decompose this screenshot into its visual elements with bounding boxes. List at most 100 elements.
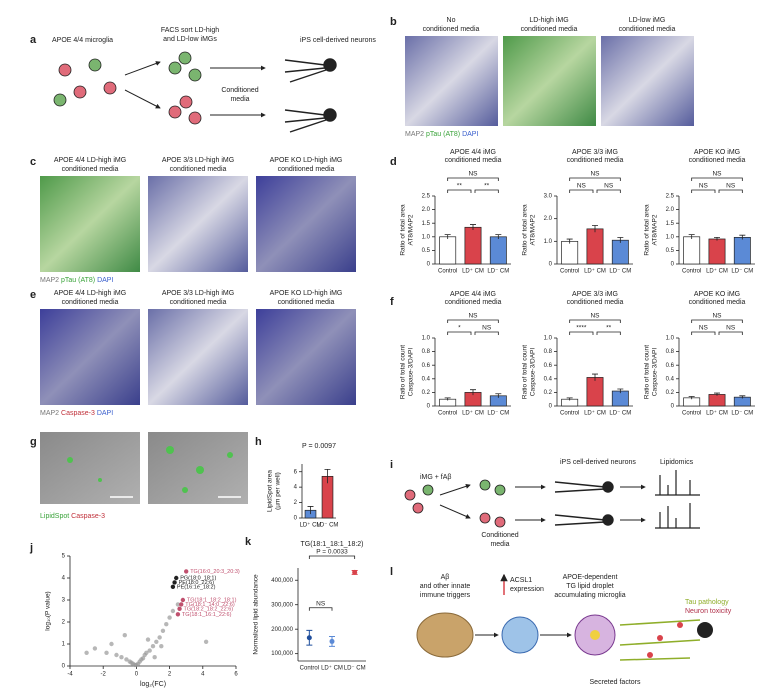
chart-title: conditioned media	[445, 157, 502, 164]
micrograph	[40, 432, 140, 504]
bracket	[569, 319, 621, 323]
error-bar	[739, 395, 746, 399]
header: LD-low iMG	[629, 17, 666, 24]
bracket	[596, 331, 621, 335]
bracket	[691, 319, 743, 323]
micrograph	[256, 309, 356, 405]
y-axis-label: AT8/MAP2	[652, 214, 659, 245]
point	[119, 655, 124, 660]
point	[147, 648, 152, 653]
header: conditioned media	[278, 299, 335, 306]
cells	[53, 51, 202, 125]
micrograph	[148, 176, 248, 272]
text: accumulating microglia	[554, 592, 625, 599]
y-tick-label: 0.4	[422, 376, 431, 382]
significance: **	[457, 183, 463, 190]
point-label: PE(18:0_22:6)	[179, 580, 215, 586]
text: FACS sort LD-high	[161, 27, 219, 34]
header: APOE 3/3 LD-high iMG	[162, 290, 234, 297]
header: APOE KO LD-high iMG	[270, 290, 343, 297]
text: APOE 4/4 microglia	[52, 37, 113, 44]
y-tick-label: 1.0	[666, 234, 675, 240]
text: Secreted factors	[590, 679, 641, 686]
significance: *	[458, 325, 461, 332]
x-tick-label: Control	[682, 411, 701, 417]
x-tick-label: 4	[201, 672, 205, 678]
significance: NS	[712, 171, 722, 178]
y-tick-label: 0	[427, 404, 431, 410]
y-tick-label: 1	[62, 642, 66, 648]
y-axis-label: log₁₀(P value)	[45, 591, 52, 630]
bracket	[308, 607, 333, 611]
y-tick-label: 0.8	[666, 349, 675, 355]
text: TG lipid droplet	[566, 583, 614, 590]
panel-label: l	[390, 566, 393, 578]
x-tick-label: Control	[560, 269, 579, 275]
error-bar	[470, 224, 476, 230]
x-tick-label: LD⁺ CM	[321, 665, 343, 672]
labeled-point	[172, 580, 177, 585]
header: conditioned media	[521, 26, 578, 33]
header: conditioned media	[278, 166, 335, 173]
significance: NS	[726, 325, 736, 332]
text: immune triggers	[420, 592, 471, 599]
chart-title: TG(18:1_18:1_18:2)	[300, 541, 363, 548]
point	[352, 569, 358, 575]
panel-label: e	[30, 289, 36, 301]
y-axis-label: Normalized lipid abundance	[253, 574, 260, 655]
panel-label: b	[390, 16, 397, 28]
neuron-soma	[697, 622, 713, 638]
significance: NS	[482, 325, 492, 332]
bar	[708, 394, 726, 407]
x-tick-label: LD⁻ CM	[731, 269, 753, 275]
labeled-point	[180, 597, 186, 603]
spectra	[655, 470, 700, 529]
y-tick-label: 0	[549, 262, 553, 268]
text: Neuron toxicity	[685, 608, 732, 615]
micrograph	[601, 36, 694, 126]
y-tick-label: 3.0	[544, 194, 553, 200]
text: APOE-dependent	[563, 574, 618, 581]
text: Conditioned	[221, 87, 258, 94]
y-tick-label: 0.4	[666, 376, 675, 382]
panel-label: a	[30, 34, 37, 46]
bracket	[447, 331, 472, 335]
y-axis-label: Caspase-3/DAPI	[652, 348, 659, 397]
panel-b: b No conditioned media LD-high iMG condi…	[390, 16, 694, 138]
text: ACSL1	[510, 577, 532, 584]
point	[160, 628, 166, 633]
y-axis-label: Ratio of total count	[644, 345, 651, 399]
chart-title: APOE 3/3 iMG	[572, 291, 618, 298]
y-tick-label: 1.5	[422, 221, 431, 227]
arrow	[124, 89, 161, 109]
y-tick-label: 4	[294, 485, 298, 491]
labeled-point	[179, 602, 184, 607]
micrograph	[256, 176, 356, 272]
y-tick-label: 6	[294, 469, 298, 475]
error-bar	[307, 506, 314, 515]
x-tick-label: LD⁻ CM	[487, 411, 509, 417]
y-tick-label: 100,000	[271, 651, 293, 657]
header: conditioned media	[170, 166, 227, 173]
x-tick-label: LD⁺ CM	[584, 410, 606, 417]
point	[152, 655, 157, 660]
significance: NS	[468, 313, 478, 320]
micrograph	[148, 309, 248, 405]
bar	[611, 239, 629, 265]
chart-title: APOE KO iMG	[694, 291, 740, 298]
bracket	[447, 177, 499, 181]
y-axis-label: Ratio of total count	[400, 345, 407, 399]
x-tick-label: LD⁺ CM	[462, 268, 484, 275]
significance: NS	[604, 183, 614, 190]
x-tick-label: Control	[560, 411, 579, 417]
text: media	[490, 541, 509, 548]
bracket	[447, 189, 472, 193]
text: iMG + fAβ	[420, 474, 451, 481]
y-tick-label: 400,000	[271, 578, 293, 584]
point	[144, 650, 149, 655]
y-tick-label: 0.4	[544, 376, 553, 382]
panel-label: g	[30, 436, 37, 448]
text: iPS cell-derived neurons	[300, 37, 376, 44]
y-tick-label: 1.0	[422, 336, 431, 342]
bracket	[447, 319, 499, 323]
